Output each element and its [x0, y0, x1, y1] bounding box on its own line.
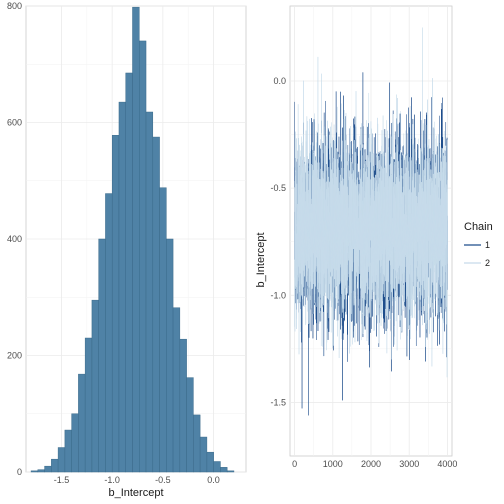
histogram-bar — [199, 436, 208, 473]
histogram-bar — [186, 377, 194, 473]
histogram-bar — [152, 136, 160, 473]
histogram-y-tick-label: 800 — [7, 1, 22, 11]
histogram-bar — [213, 461, 221, 473]
histogram-x-ticks: -1.5 -1.0 -0.5 0.0 — [54, 475, 220, 485]
histogram-bar — [51, 458, 59, 473]
histogram-bar — [91, 299, 99, 473]
legend-label-chain-2: 2 — [485, 258, 490, 268]
histogram-x-tick-label: -1.5 — [54, 475, 70, 485]
trace-x-tick-label: 3000 — [399, 459, 419, 469]
histogram-bar — [37, 469, 45, 473]
histogram-x-axis-label: b_Intercept — [108, 487, 163, 499]
trace-y-ticks: -1.5 -1.0 -0.5 0.0 — [270, 76, 286, 407]
trace-y-axis-label: b_Intercept — [255, 232, 267, 287]
histogram-bar — [132, 6, 140, 473]
histogram-bar — [139, 40, 147, 473]
trace-lines — [294, 27, 448, 416]
histogram-bar — [78, 373, 86, 473]
chain-legend: Chain 1 2 — [464, 221, 493, 268]
trace-x-tick-label: 4000 — [437, 459, 457, 469]
histogram-bars — [30, 6, 235, 473]
histogram-bar — [64, 429, 72, 473]
histogram-bar — [71, 413, 79, 473]
trace-y-tick-label: -1.5 — [270, 397, 286, 407]
histogram-y-ticks: 0 200 400 600 800 — [7, 1, 22, 477]
histogram-bar — [179, 338, 187, 473]
histogram-bar — [44, 465, 52, 473]
histogram-y-tick-label: 600 — [7, 118, 22, 128]
histogram-bar — [193, 414, 201, 473]
histogram-bar — [206, 451, 214, 473]
histogram-x-tick-label: 0.0 — [207, 475, 220, 485]
histogram-bar — [84, 337, 93, 473]
histogram-bar — [172, 307, 181, 473]
trace-y-tick-label: -0.5 — [270, 183, 286, 193]
histogram-bar — [118, 101, 126, 473]
trace-x-tick-label: 0 — [292, 459, 297, 469]
histogram-y-tick-label: 200 — [7, 351, 22, 361]
legend-label-chain-1: 1 — [485, 240, 490, 250]
histogram-y-tick-label: 0 — [17, 467, 22, 477]
histogram-bar — [111, 135, 120, 473]
trace-y-tick-label: 0.0 — [273, 76, 286, 86]
trace-x-ticks: 0 1000 2000 3000 4000 — [292, 459, 457, 469]
histogram-y-tick-label: 400 — [7, 234, 22, 244]
histogram-bar — [98, 238, 106, 473]
histogram-x-tick-label: -1.0 — [104, 475, 120, 485]
trace-panel: -1.5 -1.0 -0.5 0.0 0 1000 2000 3000 4000 b_Inte… — [255, 5, 457, 469]
trace-x-tick-label: 1000 — [323, 459, 343, 469]
histogram-bar — [166, 238, 174, 473]
histogram-bar — [125, 72, 133, 473]
histogram-bar — [30, 470, 39, 473]
trace-y-tick-label: -1.0 — [270, 290, 286, 300]
histogram-bar — [220, 467, 228, 473]
histogram-bar — [57, 447, 66, 473]
histogram-x-tick-label: -0.5 — [155, 475, 171, 485]
trace-line-chain-2 — [294, 27, 448, 378]
histogram-bar — [159, 187, 167, 473]
histogram-bar — [226, 470, 235, 473]
legend-title: Chain — [464, 221, 493, 233]
histogram-bar — [145, 111, 154, 473]
trace-x-tick-label: 2000 — [361, 459, 381, 469]
histogram-bar — [105, 193, 113, 473]
